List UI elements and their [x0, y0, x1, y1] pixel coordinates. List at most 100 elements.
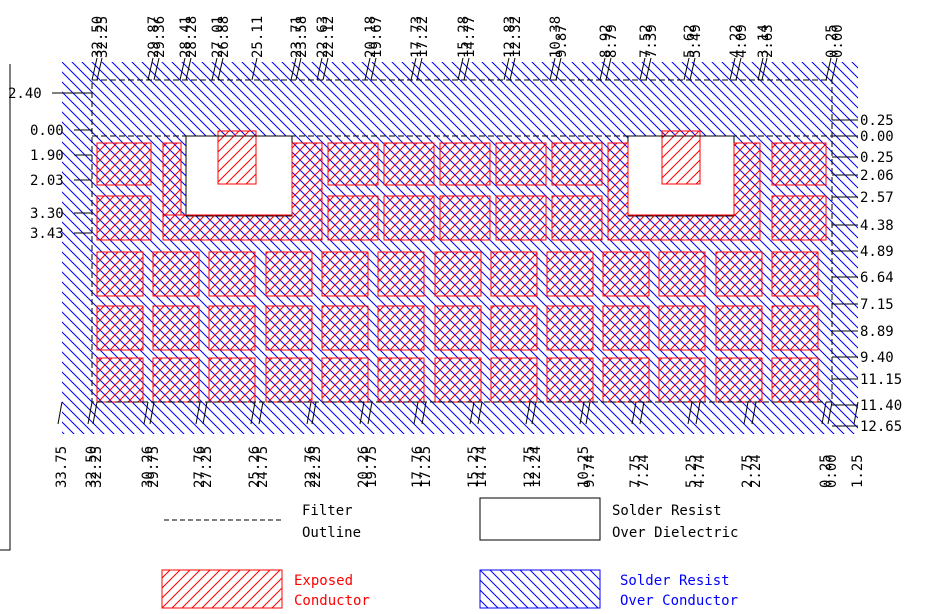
conductor-pad: [602, 305, 650, 351]
conductor-pad: [321, 251, 369, 297]
conductor-trace: [607, 142, 761, 241]
top-dimension-label: 32.25: [95, 16, 111, 58]
top-dimension-label: 0.25: [824, 24, 840, 58]
bottom-dimension-label: 32.50: [84, 446, 100, 488]
left-dimension-label: 2.03: [30, 173, 64, 189]
bottom-dimension-label: 27.76: [192, 446, 208, 488]
conductor-pad: [551, 195, 603, 241]
conductor-pad: [434, 251, 482, 297]
legend-exposed-conductor-line2: Conductor: [294, 593, 370, 609]
top-dimension-label: 27.01: [210, 16, 226, 58]
conductor-pad: [551, 142, 603, 186]
conductor-pad: [208, 357, 256, 403]
conductor-pad: [208, 251, 256, 297]
left-dimension-label: 0.00: [30, 123, 64, 139]
conductor-pad: [162, 142, 182, 216]
legend-exposed-conductor-line1: Exposed: [294, 573, 353, 589]
right-dimension-label: 2.57: [860, 190, 894, 206]
conductor-pad: [771, 305, 819, 351]
conductor-pad: [265, 357, 313, 403]
top-dimension-label: 19.67: [369, 16, 385, 58]
conductor-pad: [490, 305, 538, 351]
top-dimension-label: 5.49: [688, 24, 704, 58]
conductor-pad: [96, 142, 152, 186]
legend-resist-conductor-swatch: [479, 569, 601, 609]
top-dimension-label: 29.87: [146, 16, 162, 58]
bottom-dimension-label: 33.75: [54, 446, 70, 488]
top-dimension-label: 4.22: [728, 24, 744, 58]
bottom-dimension-label: 0.00: [824, 454, 840, 488]
right-dimension-label: 11.40: [860, 398, 902, 414]
top-dimension-label: 25.11: [250, 16, 266, 58]
right-dimension-label: 0.25: [860, 113, 894, 129]
top-dimension-label: 20.18: [363, 16, 379, 58]
right-dimension-label: 9.40: [860, 350, 894, 366]
right-dimension-label: 6.64: [860, 270, 894, 286]
conductor-pads: [96, 130, 827, 403]
conductor-pad: [602, 357, 650, 403]
bottom-dimension-label: 12.75: [522, 446, 538, 488]
left-dimension-label: 2.40: [8, 86, 42, 102]
conductor-pad: [495, 195, 547, 241]
top-dimension-label: 26.88: [216, 16, 232, 58]
conductor-pad: [490, 357, 538, 403]
filter-outline: [91, 79, 833, 403]
conductor-pad: [439, 142, 491, 186]
conductor-pad: [439, 195, 491, 241]
right-dimension-label: 4.89: [860, 244, 894, 260]
left-dimension-label: 1.90: [30, 148, 64, 164]
conductor-pad: [546, 251, 594, 297]
conductor-pad: [383, 142, 435, 186]
bottom-dimension-label: 7.24: [636, 454, 652, 488]
conductor-pad: [771, 142, 827, 186]
conductor-pad: [661, 130, 701, 185]
conductor-pad: [265, 305, 313, 351]
conductor-pad: [495, 142, 547, 186]
conductor-pad: [546, 357, 594, 403]
legend-exposed-conductor-swatch: [161, 569, 283, 609]
bottom-dimension-label: 9.74: [582, 454, 598, 488]
conductor-pad: [434, 305, 482, 351]
bottom-dimension-label: 14.74: [474, 446, 490, 488]
top-dimension-label: 22.12: [321, 16, 337, 58]
conductor-pad: [546, 305, 594, 351]
top-dimension-label: 28.41: [178, 16, 194, 58]
top-dimension-label: 12.83: [502, 16, 518, 58]
conductor-pad: [434, 357, 482, 403]
conductor-pad: [715, 251, 763, 297]
bottom-dimension-label: 7.75: [628, 454, 644, 488]
conductor-pad: [265, 251, 313, 297]
bottom-dimension-label: 30.26: [140, 446, 156, 488]
conductor-pad: [383, 195, 435, 241]
bottom-dimension-label: 2.75: [740, 454, 756, 488]
right-dimension-label: 4.38: [860, 218, 894, 234]
conductor-pad: [96, 195, 152, 241]
conductor-pad: [321, 357, 369, 403]
bottom-dimension-label: 17.25: [418, 446, 434, 488]
conductor-pad: [321, 305, 369, 351]
conductor-pad: [217, 130, 257, 185]
bottom-dimension-label: 25.26: [247, 446, 263, 488]
conductor-pad: [377, 357, 425, 403]
conductor-pad: [96, 305, 144, 351]
conductor-pad: [715, 305, 763, 351]
bottom-dimension-label: 19.75: [364, 446, 380, 488]
conductor-pad: [658, 357, 706, 403]
right-dimension-label: 11.15: [860, 372, 902, 388]
legend-dielectric-line1: Solder Resist: [612, 503, 722, 519]
bottom-dimension-label: 22.76: [303, 446, 319, 488]
conductor-pad: [208, 305, 256, 351]
bottom-dimension-label: 4.74: [692, 454, 708, 488]
conductor-pad: [490, 251, 538, 297]
bottom-dimension-label: 32.25: [89, 446, 105, 488]
top-dimension-label: 17.73: [409, 16, 425, 58]
left-dimension-label: 3.30: [30, 206, 64, 222]
top-dimension-label: 29.36: [152, 16, 168, 58]
bottom-dimension-label: 15.25: [466, 446, 482, 488]
conductor-trace: [162, 142, 323, 241]
conductor-pad: [658, 251, 706, 297]
top-dimension-label: 5.62: [682, 24, 698, 58]
bottom-dimension-label: 10.25: [576, 446, 592, 488]
conductor-pad: [152, 357, 200, 403]
